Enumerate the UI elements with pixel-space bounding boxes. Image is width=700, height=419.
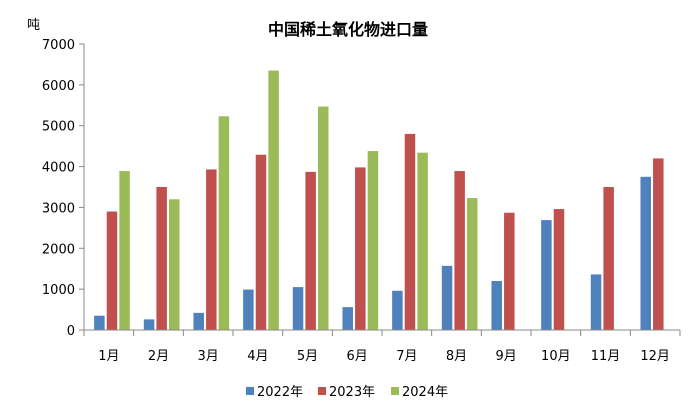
- x-tick-label: 12月: [640, 349, 670, 364]
- legend: 2022年 2023年 2024年: [246, 385, 448, 400]
- legend-label: 2022年: [257, 385, 303, 400]
- bar-2023年-6月: [355, 167, 366, 330]
- bar-2023年-2月: [156, 187, 167, 330]
- bar-2024年-6月: [367, 151, 379, 330]
- bar-2022年-1月: [94, 315, 105, 330]
- bar-2023年-8月: [454, 171, 465, 330]
- y-axis-unit: 吨: [27, 18, 40, 33]
- bar-2023年-1月: [106, 211, 118, 330]
- bar-2022年-7月: [392, 290, 403, 330]
- bar-2022年-6月: [342, 307, 353, 330]
- bar-2024年-2月: [169, 199, 180, 330]
- bar-2024年-3月: [218, 116, 230, 331]
- y-axis-ticks: 0 1000 2000 3000 4000 5000 6000 7000: [42, 38, 84, 339]
- legend-swatch: [391, 387, 399, 395]
- bar-2024年-5月: [318, 106, 329, 330]
- y-tick-label: 0: [67, 324, 75, 339]
- x-tick-label: 9月: [496, 349, 517, 364]
- x-tick-label: 6月: [347, 349, 368, 364]
- chart-title: 中国稀土氧化物进口量: [268, 20, 428, 39]
- y-tick-label: 1000: [42, 283, 75, 298]
- bar-2022年-3月: [193, 312, 204, 330]
- legend-label: 2023年: [329, 385, 375, 400]
- bar-2022年-9月: [491, 280, 502, 330]
- bar-2022年-12月: [640, 176, 651, 330]
- legend-swatch: [246, 387, 254, 395]
- bar-2023年-5月: [305, 171, 316, 330]
- y-tick-label: 6000: [42, 79, 75, 94]
- y-tick-label: 7000: [42, 38, 75, 53]
- bar-2023年-9月: [504, 212, 515, 330]
- bar-2022年-2月: [143, 319, 155, 330]
- x-tick-label: 5月: [297, 349, 318, 364]
- bar-2022年-10月: [541, 220, 552, 330]
- x-axis-ticks: 1月 2月 3月 4月 5月 6月 7月 8月 9月 10月 11月 12月: [83, 330, 681, 364]
- y-tick-label: 4000: [42, 161, 75, 176]
- x-tick-label: 10月: [541, 349, 571, 364]
- bar-2023年-4月: [255, 154, 267, 330]
- bar-2022年-11月: [590, 274, 602, 330]
- bar-2024年-4月: [268, 70, 279, 331]
- legend-swatch: [318, 387, 326, 395]
- bar-2024年-8月: [467, 198, 478, 330]
- bars: [94, 70, 664, 331]
- bar-2022年-8月: [441, 265, 453, 330]
- bar-2023年-12月: [653, 158, 664, 330]
- x-tick-label: 11月: [591, 349, 621, 364]
- x-tick-label: 8月: [446, 349, 467, 364]
- x-tick-label: 1月: [98, 349, 119, 364]
- legend-label: 2024年: [402, 385, 448, 400]
- x-tick-label: 3月: [198, 349, 219, 364]
- bar-2023年-11月: [603, 187, 614, 330]
- y-tick-label: 2000: [42, 242, 75, 257]
- x-tick-label: 7月: [396, 349, 417, 364]
- bar-2024年-7月: [417, 152, 428, 330]
- y-tick-label: 3000: [42, 201, 75, 216]
- bar-2023年-7月: [404, 133, 416, 330]
- bar-2022年-5月: [292, 287, 304, 330]
- bar-2024年-1月: [119, 171, 130, 330]
- bar-2022年-4月: [243, 289, 254, 330]
- x-tick-label: 2月: [148, 349, 169, 364]
- y-tick-label: 5000: [42, 120, 75, 135]
- x-tick-label: 4月: [247, 349, 268, 364]
- bar-2023年-3月: [206, 169, 217, 330]
- bar-2023年-10月: [553, 209, 565, 330]
